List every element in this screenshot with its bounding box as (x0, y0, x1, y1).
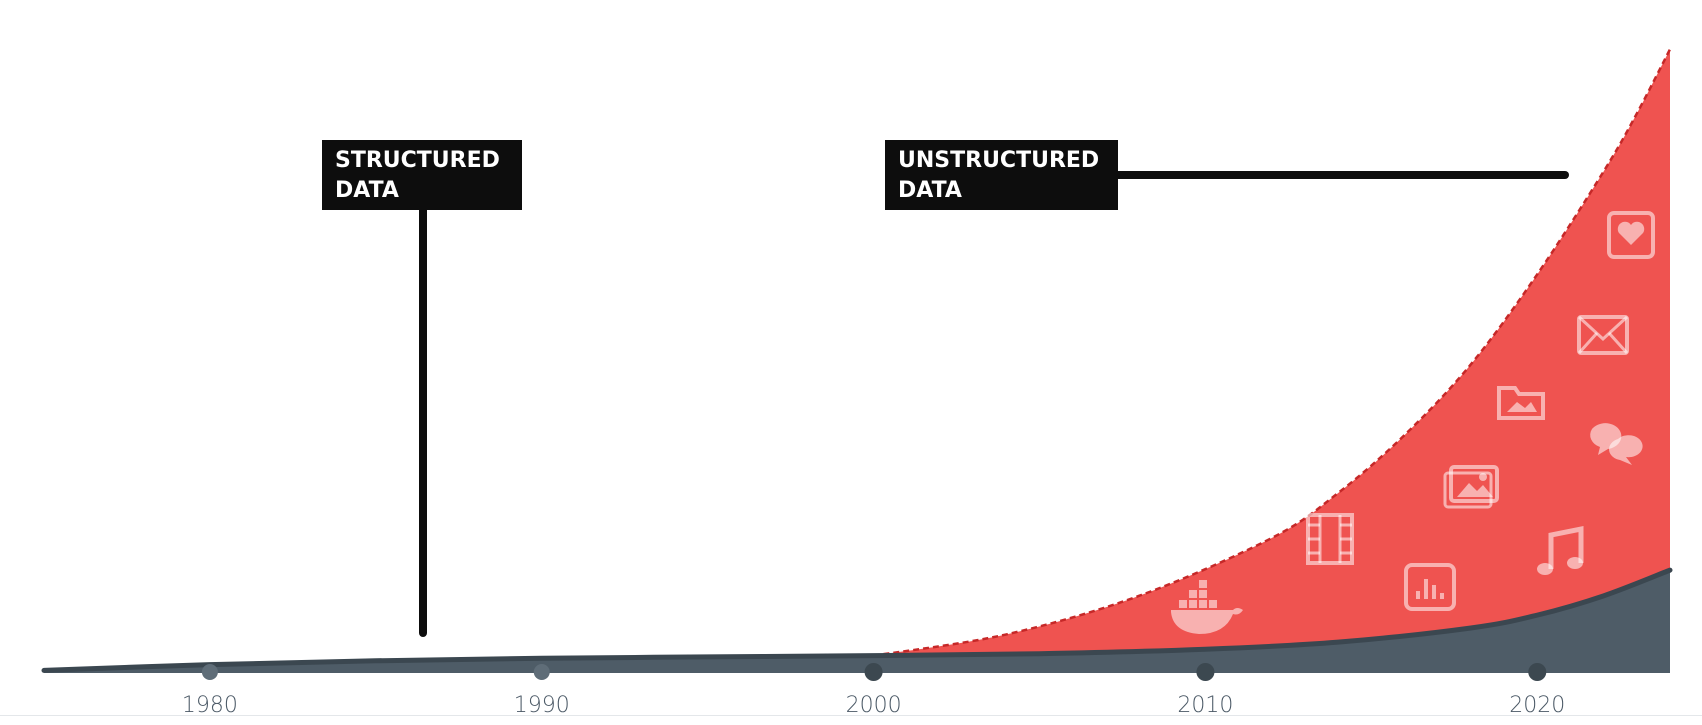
envelope-icon (1577, 315, 1629, 355)
x-tick-label-1980: 1980 (182, 693, 238, 718)
chat-bubbles-icon (1590, 423, 1643, 465)
x-tick-label-2010: 2010 (1177, 693, 1233, 718)
heart-box-icon (1607, 211, 1655, 259)
callout-box (885, 140, 1118, 210)
callout-label-line: DATA (335, 178, 399, 203)
film-strip-icon (1306, 513, 1354, 565)
photo-folder-icon (1497, 386, 1545, 420)
tick-dot-1990 (533, 664, 550, 680)
callout-label-line: UNSTRUCTURED (898, 148, 1099, 173)
bottom-divider (0, 715, 1702, 716)
bar-chart-icon (1404, 563, 1456, 611)
callout-structured: STRUCTURED DATA (322, 140, 522, 637)
docker-whale-icon (1171, 580, 1243, 634)
callout-label-line: STRUCTURED (335, 148, 500, 173)
callout-label-line: DATA (898, 178, 962, 203)
unstructured-area (873, 49, 1670, 674)
x-tick-label-2020: 2020 (1509, 693, 1565, 718)
x-tick-label-2000: 2000 (846, 693, 902, 718)
structured-line (41, 567, 1673, 673)
tick-dot-2020 (1528, 663, 1547, 681)
callout-box (322, 140, 522, 210)
tick-dot-1980 (201, 664, 218, 680)
tick-dot-2010 (1196, 663, 1215, 681)
unstructured-outline (873, 48, 1672, 657)
callout-unstructured: UNSTRUCTURED DATA (885, 140, 1569, 210)
tick-dot-2000 (864, 663, 883, 681)
x-tick-label-1990: 1990 (514, 693, 570, 718)
music-note-icon (1537, 525, 1584, 575)
image-icon (1443, 465, 1499, 509)
